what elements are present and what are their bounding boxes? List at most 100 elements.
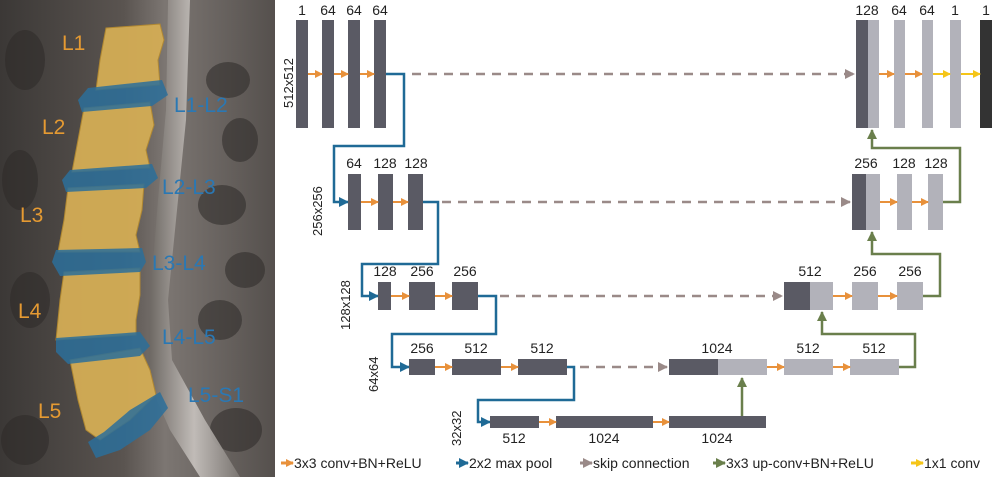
ch-label: 256 xyxy=(410,340,434,356)
res-32: 32x32 xyxy=(449,411,464,446)
res-256: 256x256 xyxy=(310,186,325,236)
mri-texture xyxy=(1,30,265,465)
upconv-arrow-3 xyxy=(817,311,917,369)
feature-map xyxy=(784,359,833,375)
ch-label: 64 xyxy=(372,2,388,18)
ch-label: 64 xyxy=(346,2,362,18)
feature-map xyxy=(897,282,923,310)
feature-map xyxy=(452,359,501,375)
ch-label: 128 xyxy=(924,155,948,171)
enc1-blocks xyxy=(296,20,386,128)
feature-map xyxy=(490,416,539,428)
ch-label: 256 xyxy=(410,263,434,279)
disc-l1-l2 xyxy=(78,80,168,112)
label-l1-l2: L1-L2 xyxy=(174,94,228,117)
feature-map xyxy=(718,359,767,375)
ch-label: 1 xyxy=(951,2,959,18)
ch-label: 1024 xyxy=(701,340,732,356)
pool-arrow-3 xyxy=(390,294,498,372)
ch-label: 256 xyxy=(853,263,877,279)
feature-map xyxy=(556,416,653,428)
feature-map xyxy=(950,20,961,128)
dec1-blocks xyxy=(856,20,992,128)
ch-label: 128 xyxy=(373,263,397,279)
ch-label: 1024 xyxy=(701,430,732,446)
res-512: 512x512 xyxy=(281,58,296,108)
res-64: 64x64 xyxy=(366,357,381,392)
feature-map xyxy=(852,282,878,310)
ch-label: 1024 xyxy=(588,430,619,446)
feature-map xyxy=(928,174,943,230)
feature-map xyxy=(784,282,810,310)
feature-map xyxy=(296,20,308,128)
feature-map xyxy=(378,174,393,230)
enc2-blocks xyxy=(348,174,423,230)
vertebra-l2 xyxy=(71,101,155,173)
upconv-arrow-1 xyxy=(867,129,962,204)
feature-map xyxy=(374,20,386,128)
feature-map xyxy=(409,359,435,375)
upconv-arrow-2 xyxy=(867,231,942,298)
feature-map xyxy=(922,20,933,128)
feature-map xyxy=(852,174,866,230)
disc-l2-l3 xyxy=(62,164,158,192)
legend-conv1x1: 1x1 conv xyxy=(924,455,980,471)
bottleneck-blocks xyxy=(490,416,766,428)
feature-map xyxy=(408,174,423,230)
label-l4-l5: L4-L5 xyxy=(162,326,216,349)
disc-l4-l5 xyxy=(56,332,150,364)
pool-arrow-4 xyxy=(476,365,576,427)
ch-label: 512 xyxy=(530,340,554,356)
feature-map xyxy=(669,416,766,428)
skip-connections xyxy=(412,69,855,372)
output-map xyxy=(980,20,992,128)
mri-panel: L1 L2 L3 L4 L5 L1-L2 L2-L3 L3-L4 L4-L5 L… xyxy=(0,0,275,477)
feature-map xyxy=(378,282,391,310)
feature-map xyxy=(348,174,361,230)
feature-map xyxy=(452,282,478,310)
ch-label: 128 xyxy=(855,2,879,18)
label-l5: L5 xyxy=(38,400,61,423)
ch-label: 1 xyxy=(298,2,306,18)
feature-map xyxy=(850,359,899,375)
ch-label: 64 xyxy=(320,2,336,18)
legend-conv: 3x3 conv+BN+ReLU xyxy=(294,455,422,471)
ch-label: 256 xyxy=(854,155,878,171)
vertebral-bodies xyxy=(55,23,165,441)
ch-label: 256 xyxy=(453,263,477,279)
feature-map xyxy=(322,20,334,128)
enc3-blocks xyxy=(378,282,478,310)
ch-label: 512 xyxy=(502,430,526,446)
vertebra-l1 xyxy=(95,23,165,91)
feature-map xyxy=(409,282,435,310)
feature-map xyxy=(669,359,718,375)
pool-arrow-1 xyxy=(332,72,406,207)
ch-label: 256 xyxy=(898,263,922,279)
label-l5-s1: L5-S1 xyxy=(188,384,244,407)
ch-label: 512 xyxy=(464,340,488,356)
feature-map xyxy=(518,359,567,375)
intervertebral-discs xyxy=(52,80,168,458)
legend: 3x3 conv+BN+ReLU 2x2 max pool skip conne… xyxy=(281,455,980,471)
dec3-blocks xyxy=(784,282,923,310)
vertebra-l3 xyxy=(57,183,145,253)
ch-label: 1 xyxy=(982,2,990,18)
feature-map xyxy=(868,20,879,128)
disc-l5-s1 xyxy=(88,392,168,458)
dec4-blocks xyxy=(669,359,899,375)
feature-map xyxy=(894,20,905,128)
pool-arrow-2 xyxy=(360,200,440,301)
label-l2: L2 xyxy=(42,116,65,139)
disc-l3-l4 xyxy=(52,248,146,276)
label-l3-l4: L3-L4 xyxy=(152,252,206,275)
ch-label: 512 xyxy=(798,263,822,279)
enc4-blocks xyxy=(409,359,567,375)
unet-diagram: 512x512 256x256 128x128 64x64 32x32 1 64… xyxy=(281,2,992,471)
ch-label: 128 xyxy=(892,155,916,171)
feature-map xyxy=(348,20,360,128)
ch-label: 512 xyxy=(862,340,886,356)
legend-upconv: 3x3 up-conv+BN+ReLU xyxy=(726,455,874,471)
ch-label: 512 xyxy=(796,340,820,356)
ch-label: 64 xyxy=(891,2,907,18)
ch-label: 128 xyxy=(373,155,397,171)
